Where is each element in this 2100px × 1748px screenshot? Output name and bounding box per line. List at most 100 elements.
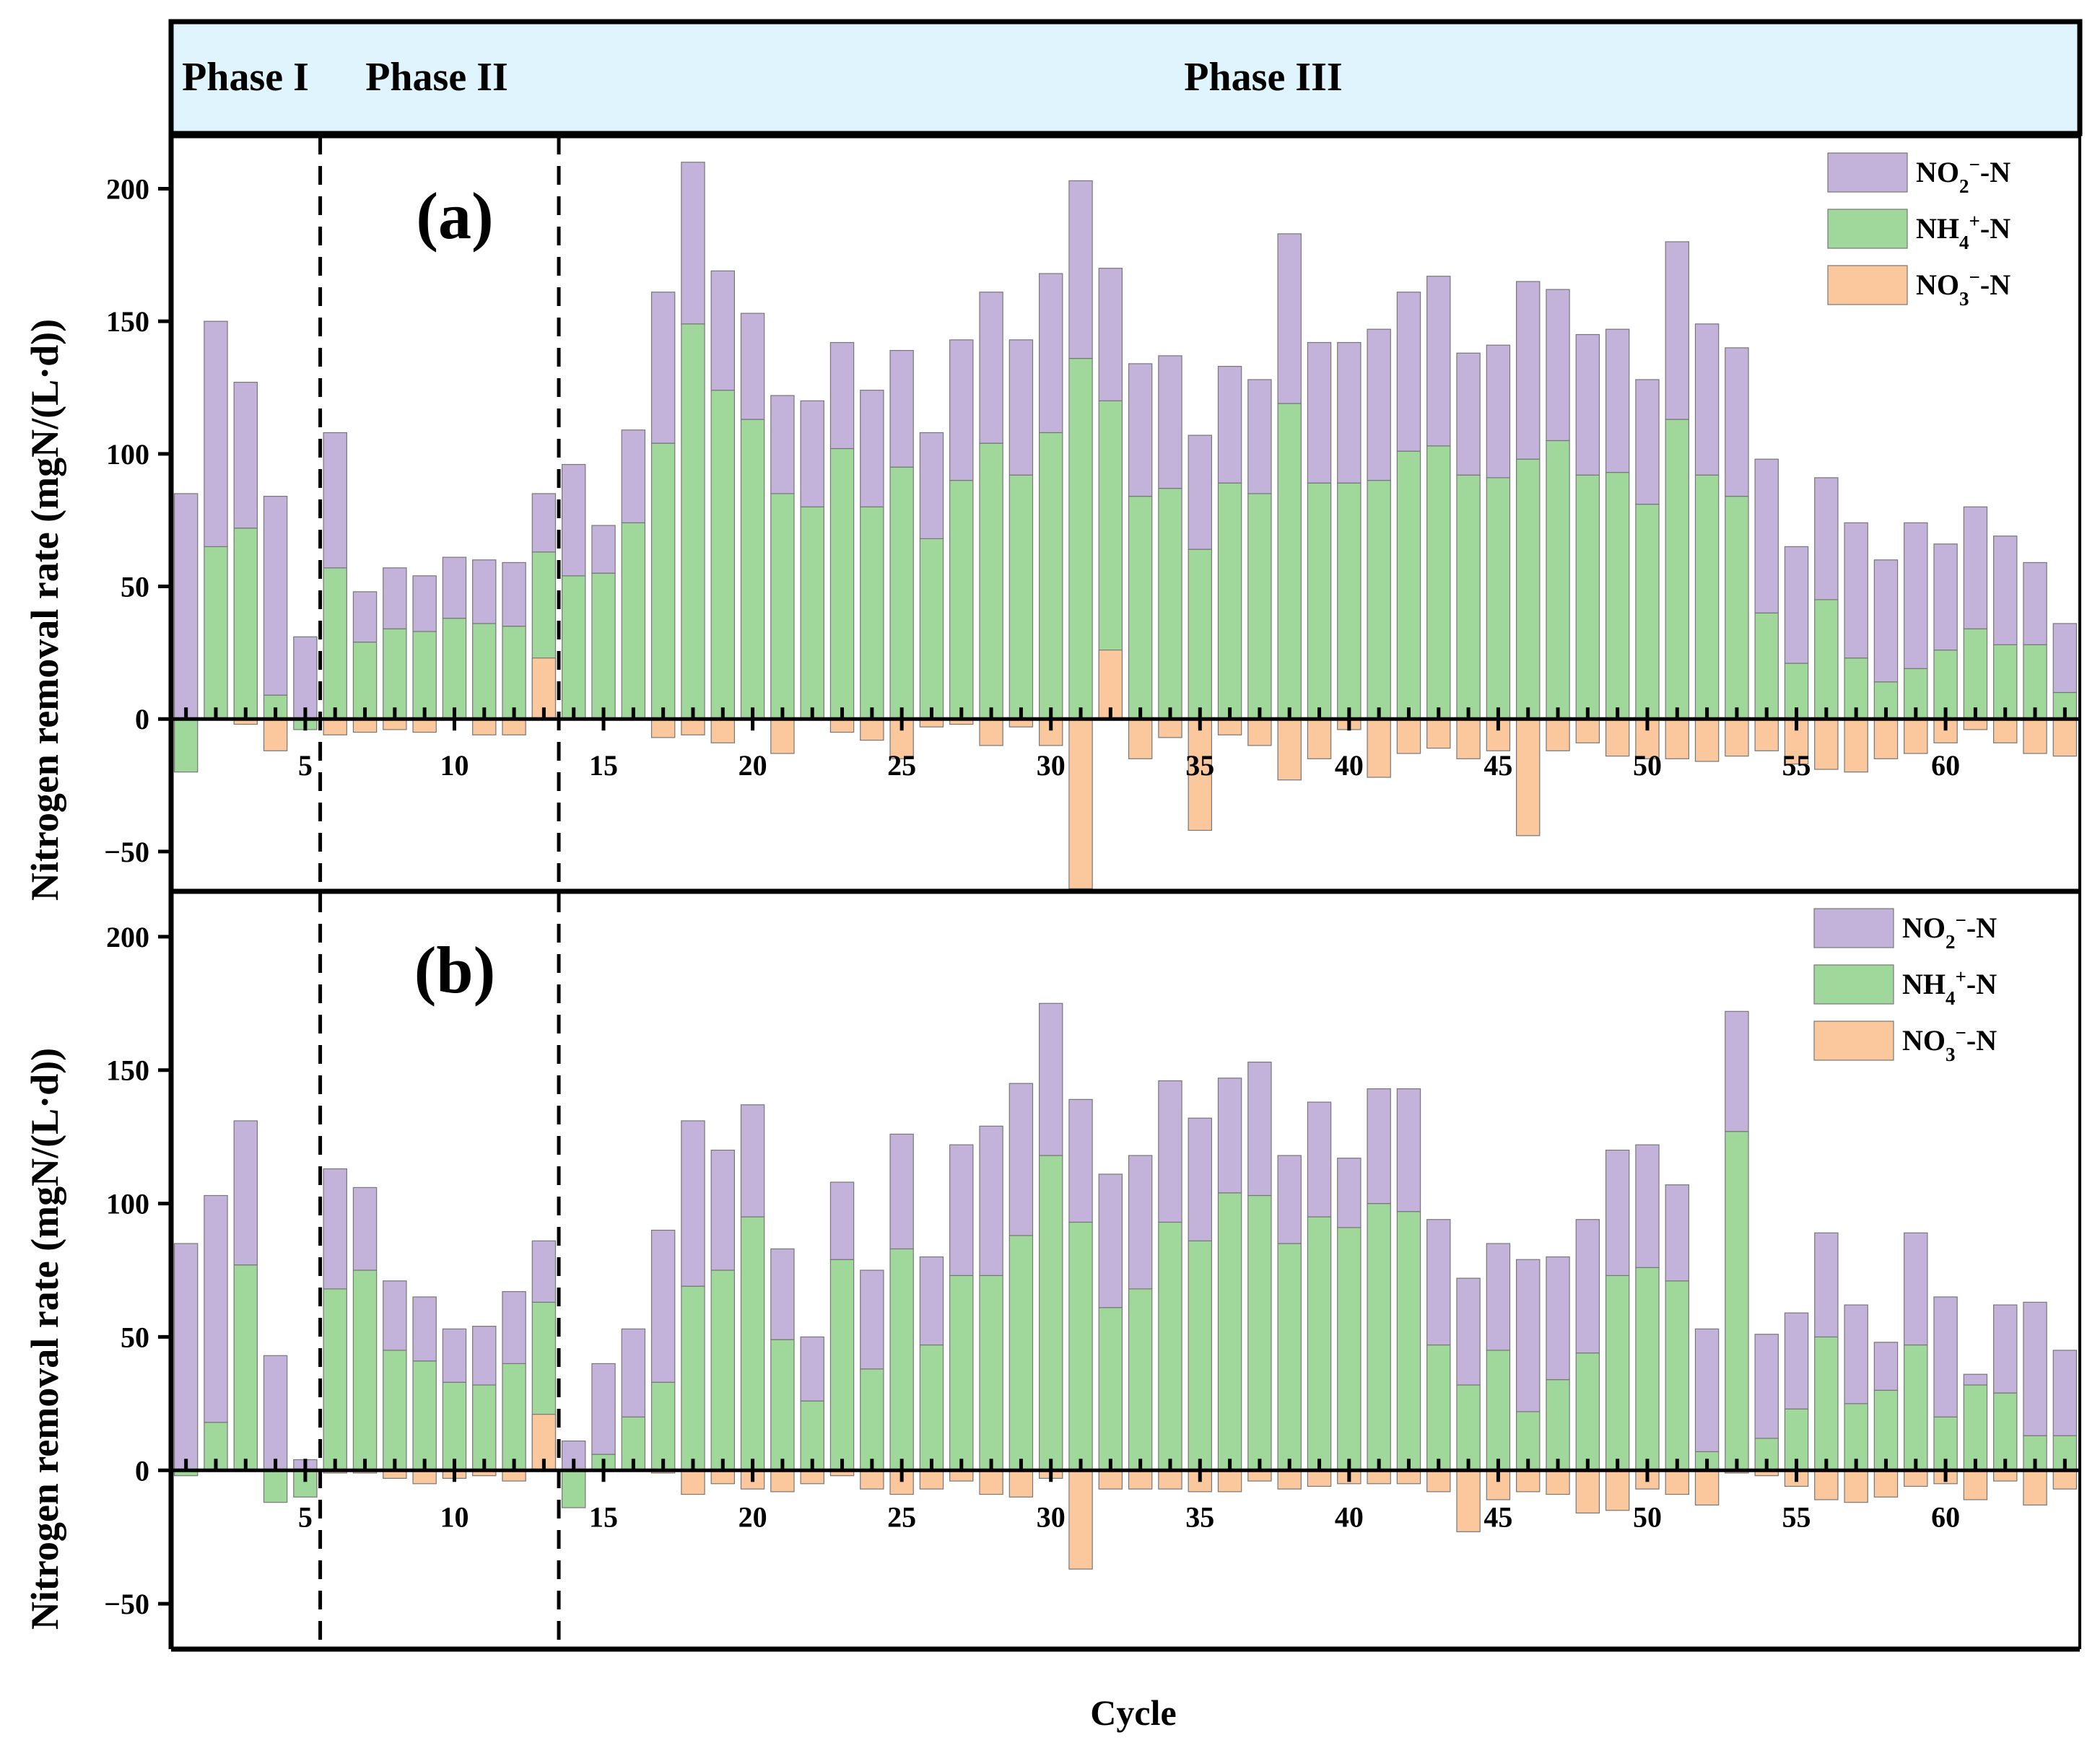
y-tick-label: 150 [106,305,149,338]
bar-no2-cycle-6 [323,432,347,569]
bar-no2-cycle-6 [323,1168,347,1290]
bar-no2-cycle-25 [889,1133,914,1250]
bar-no3-cycle-11 [472,718,497,735]
bar-no2-cycle-18 [681,162,705,325]
bar-no3-cycle-49 [1605,718,1630,757]
bar-nh4-cycle-2 [204,546,228,720]
bar-no2-cycle-48 [1575,333,1600,476]
bar-nh4-cycle-59 [1904,1344,1928,1471]
bar-no2-cycle-31 [1068,1098,1093,1223]
bar-no2-cycle-3 [233,382,258,529]
x-tick-label: 20 [739,749,767,782]
bar-no2-cycle-60 [1933,543,1958,651]
legend-swatch-no2 [1827,152,1908,193]
legend-swatch-no3 [1813,1021,1894,1061]
bar-no2-cycle-7 [352,1187,378,1271]
bar-no3-cycle-41 [1367,1469,1391,1485]
legend-label-no2: NO2−-N [1916,154,2010,197]
bar-no3-cycle-57 [1844,718,1868,773]
x-tick-label: 15 [589,1500,618,1533]
bar-nh4-cycle-6 [323,567,347,720]
bar-no2-cycle-43 [1426,276,1451,447]
bar-no3-cycle-9 [412,1469,437,1485]
bar-nh4-cycle-29 [1008,1235,1034,1471]
bar-nh4-cycle-19 [710,1270,735,1471]
bar-nh4-cycle-34 [1158,1221,1182,1471]
bar-no2-cycle-47 [1546,1256,1570,1381]
bar-no2-cycle-54 [1754,458,1779,613]
legend-panel-a: NO2−-N NH4+-N NO3−-N [1827,152,2010,310]
bar-nh4-cycle-20 [740,1216,765,1471]
bar-no3-cycle-24 [860,718,884,741]
bar-no2-cycle-20 [740,313,765,420]
bar-nh4-cycle-29 [1008,474,1034,720]
bar-nh4-cycle-50 [1635,1267,1660,1471]
phase-label-i: Phase I [182,55,309,100]
bar-no2-cycle-44 [1456,1277,1481,1386]
bar-no2-cycle-10 [442,556,467,619]
bar-nh4-cycle-44 [1456,1384,1481,1471]
bar-no3-cycle-63 [2023,718,2047,754]
bar-nh4-cycle-58 [1873,1389,1899,1471]
bar-no2-cycle-63 [2023,561,2047,645]
bar-no2-cycle-62 [1993,536,2018,645]
phase-header: Phase I Phase II Phase III [168,19,2083,136]
bar-no3-cycle-9 [412,718,437,733]
bar-no2-cycle-21 [770,1248,795,1340]
bar-nh4-cycle-10 [442,1381,467,1471]
bar-no2-cycle-27 [949,1144,974,1276]
bar-no2-cycle-16 [621,429,646,523]
bar-no3-cycle-42 [1396,718,1421,754]
bar-no2-cycle-33 [1128,363,1153,497]
bar-nh4-cycle-50 [1635,504,1660,720]
y-tick-label: 50 [121,571,149,603]
bar-no3-cycle-24 [860,1469,884,1490]
bar-no2-cycle-40 [1337,1158,1361,1228]
bar-no2-cycle-36 [1217,1078,1242,1194]
bar-no2-cycle-23 [829,341,855,450]
bar-nh4-cycle-34 [1158,487,1182,720]
y-tick-label: 150 [106,1054,149,1087]
bar-no3-cycle-44 [1456,1469,1481,1532]
x-tick-label: 20 [739,1500,767,1533]
bar-no3-cycle-64 [2052,718,2078,757]
bar-no2-cycle-34 [1158,1080,1182,1223]
bar-no3-cycle-33 [1128,1469,1153,1490]
bar-no2-cycle-19 [710,270,735,391]
x-tick-label: 60 [1931,749,1960,782]
y-tick-label: 200 [106,921,149,953]
bar-no3-cycle-26 [919,1469,944,1490]
bar-no2-cycle-17 [650,1229,676,1383]
bar-nh4-cycle-61 [1963,1384,1988,1471]
bar-no3-cycle-17 [650,718,676,738]
bar-no2-cycle-64 [2052,1350,2078,1436]
bar-no2-cycle-39 [1307,1101,1332,1218]
bar-nh4-cycle-30 [1039,1155,1063,1471]
bar-no3-cycle-58 [1873,1469,1899,1498]
bar-nh4-cycle-53 [1725,496,1749,720]
bar-no2-cycle-2 [204,320,228,548]
bar-no3-cycle-47 [1546,1469,1570,1495]
bar-nh4-cycle-18 [681,1285,705,1471]
legend-label-nh4: NH4+-N [1902,966,1997,1009]
bar-nh4-cycle-27 [949,479,974,720]
bar-no3-cycle-38 [1277,718,1302,781]
bar-no3-cycle-51 [1665,1469,1689,1495]
bar-no2-cycle-46 [1516,281,1541,460]
x-tick-label: 30 [1037,749,1066,782]
bar-no2-cycle-4 [263,1355,288,1471]
bar-no3-cycle-21 [770,1469,795,1493]
bar-nh4-cycle-11 [472,1384,497,1471]
bar-no2-cycle-22 [800,400,824,507]
bar-no3-cycle-57 [1844,1469,1868,1503]
x-tick-label: 5 [298,749,313,782]
bar-no2-cycle-9 [412,575,437,632]
y-tick-label: 100 [106,438,149,471]
bar-no2-cycle-60 [1933,1296,1958,1417]
bar-no2-cycle-39 [1307,341,1332,484]
bar-no3-cycle-18 [681,1469,705,1495]
bar-no2-cycle-47 [1546,289,1570,442]
bar-no2-cycle-32 [1098,268,1123,401]
bar-no2-cycle-8 [383,1280,407,1351]
bar-no2-cycle-13 [531,493,557,553]
